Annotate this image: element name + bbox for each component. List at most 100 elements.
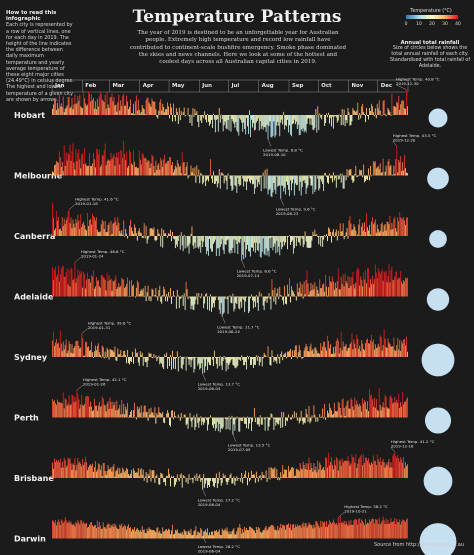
- lowest-label: Lowest Temp. 26.2 °C: [198, 544, 241, 549]
- highest-date: 2019-01-18: [75, 201, 98, 206]
- highest-arrow: [74, 257, 82, 263]
- highest-date: 2019-10-21: [344, 509, 367, 514]
- lowest-date: 2019-06-04: [198, 548, 221, 553]
- highest-date: 2019-01-24: [81, 254, 104, 259]
- rainfall-circle: [421, 343, 455, 377]
- highest-label: Highest Temp. 41.6 °C: [75, 196, 119, 201]
- lowest-label: Lowest Temp. 13.5 °C: [228, 443, 271, 448]
- highest-date: 2019-01-31: [88, 325, 111, 330]
- lowest-arrow: [202, 489, 206, 497]
- rainfall-circle: [429, 230, 447, 248]
- highest-label: Highest Temp. 38.2 °C: [344, 504, 388, 509]
- rainfall-body: Size of circles below shows the total an…: [389, 46, 471, 69]
- legend-colorbar: 0 10 20 30 40: [405, 15, 461, 27]
- month-label: Jul: [231, 83, 240, 89]
- rainfall-circle: [424, 407, 452, 434]
- city-label: Canberra: [14, 232, 55, 241]
- highest-date: 2019-01-26: [83, 382, 106, 387]
- highest-arrow: [392, 140, 397, 147]
- lowest-arrow: [202, 373, 206, 381]
- month-label: Jan: [54, 83, 65, 89]
- highest-date: 2019-12-30: [396, 81, 419, 86]
- legend-tick-label: 0: [405, 21, 408, 27]
- lowest-arrow: [222, 316, 226, 324]
- city-label: Sydney: [14, 353, 48, 362]
- highest-arrow: [76, 385, 83, 391]
- rainfall-circle: [426, 288, 450, 311]
- month-label: Jun: [201, 83, 212, 89]
- how-to-read-body: Each city is represented by a row of ver…: [6, 22, 75, 103]
- lowest-date: 2019-06-04: [198, 386, 221, 391]
- source-credit: Source from http://www.bom.gov.au: [373, 542, 464, 548]
- month-label: Dec: [381, 83, 392, 89]
- highest-arrow: [390, 446, 395, 453]
- lowest-date: 2019-07-14: [237, 273, 260, 278]
- month-label: Feb: [85, 83, 96, 89]
- legend-tick-label: 20: [429, 21, 435, 27]
- highest-date: 2019-12-20: [393, 138, 416, 143]
- month-label: Mar: [113, 83, 125, 89]
- city-label: Perth: [14, 414, 39, 423]
- lowest-arrow: [267, 139, 272, 147]
- lowest-label: Lowest Temp. 11.7 °C: [217, 324, 260, 329]
- how-to-read-heading: How to read this infographic: [6, 10, 57, 23]
- city-label: Brisbane: [14, 474, 54, 483]
- highest-arrow: [81, 328, 88, 334]
- highest-label: Highest Temp. 43.5 °C: [393, 133, 437, 138]
- lowest-label: Lowest Temp. 13.7 °C: [198, 382, 241, 387]
- legend-title: Temperature (°C): [410, 9, 452, 14]
- city-label: Melbourne: [14, 172, 63, 181]
- lowest-date: 2019-06-24: [217, 329, 240, 334]
- lowest-arrow: [232, 434, 237, 442]
- highest-label: Highest Temp. 41.2 °C: [391, 439, 435, 444]
- month-label: May: [172, 83, 185, 89]
- city-row: Melbourne Highest Temp. 43.5 °C2019-12-20…: [14, 133, 449, 216]
- highest-label: Highest Temp. 46.6 °C: [81, 249, 125, 254]
- lowest-date: 2019-08-10: [263, 152, 286, 157]
- legend-tick-label: 30: [442, 21, 448, 27]
- rainfall-heading: Annual total rainfall: [400, 40, 460, 46]
- lowest-date: 2019-08-23: [276, 211, 299, 216]
- highest-date: 2019-12-18: [391, 444, 414, 449]
- highest-label: Highest Temp. 39.6 °C: [88, 321, 132, 326]
- how-to-read-panel: How to read this infographic Each city i…: [6, 10, 76, 103]
- lowest-date: 2019-07-05: [228, 447, 251, 452]
- highest-arrow: [395, 84, 407, 90]
- lowest-label: Lowest Temp. 8.6 °C: [237, 269, 277, 274]
- month-label: Sep: [292, 83, 304, 89]
- rainfall-circle: [419, 523, 457, 555]
- page-title: Temperature Patterns: [132, 7, 342, 27]
- lowest-label: Lowest Temp. 9.6 °C: [276, 207, 316, 212]
- highest-label: Highest Temp. 42.1 °C: [83, 377, 127, 382]
- legend-tick-label: 10: [416, 21, 422, 27]
- rainfall-circle: [427, 167, 449, 190]
- city-label: Darwin: [14, 535, 46, 544]
- lowest-label: Lowest Temp. 8.8 °C: [263, 147, 303, 152]
- city-label: Hobart: [14, 111, 45, 120]
- lowest-arrow: [241, 260, 245, 268]
- lowest-arrow: [280, 198, 284, 206]
- city-label: Adelaide: [14, 293, 54, 302]
- legend-tick-label: 40: [455, 21, 461, 27]
- highest-arrow: [338, 512, 345, 518]
- legend-gradient: [406, 15, 458, 19]
- month-label: Oct: [321, 83, 332, 89]
- month-label: Aug: [262, 83, 274, 89]
- temperature-legend: Temperature (°C) 0 10 20 30 40: [392, 9, 470, 34]
- month-label: Nov: [352, 83, 364, 89]
- highest-arrow: [68, 204, 76, 210]
- lowest-label: Lowest Temp. 17.2 °C: [198, 497, 241, 502]
- rainfall-note: Annual total rainfall Size of circles be…: [388, 40, 472, 70]
- rainfall-circle: [423, 466, 453, 496]
- intro-text: The year of 2019 is destined to be an un…: [129, 30, 347, 66]
- highest-label: Highest Temp. 40.8 °C: [396, 77, 440, 82]
- month-label: Apr: [143, 83, 154, 89]
